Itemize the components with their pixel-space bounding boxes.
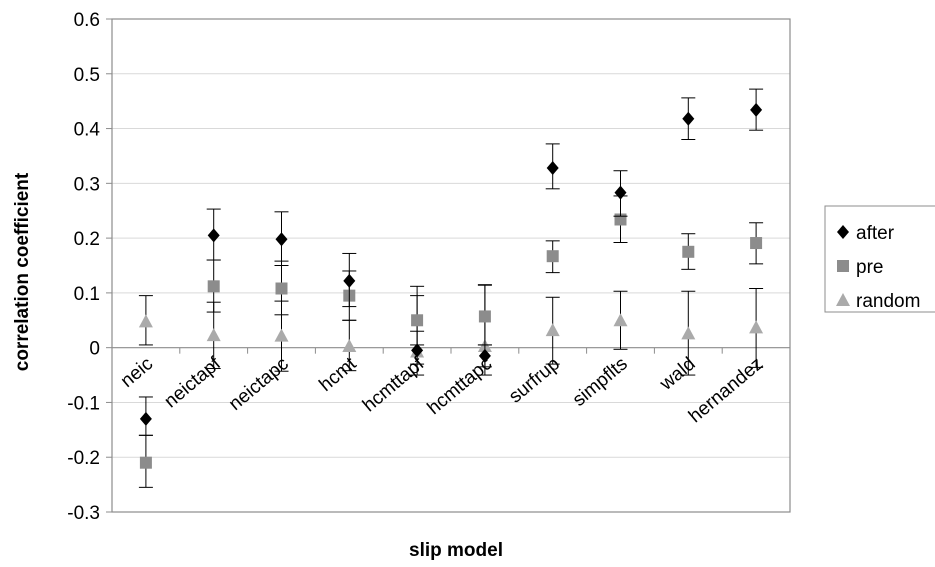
random-point <box>206 328 221 342</box>
y-tick-label: 0.4 <box>74 120 101 141</box>
y-axis-title: correlation coefficient <box>12 172 33 371</box>
y-tick-label: 0.3 <box>74 174 100 195</box>
data-series <box>138 88 764 488</box>
pre-legend-marker <box>837 260 849 272</box>
random-point <box>545 323 560 337</box>
pre-point <box>546 250 559 263</box>
category-label: neictapf <box>160 353 225 412</box>
category-labels: neic neictapf neictapc hcmthcmttapfhcmttapc… <box>117 353 767 427</box>
after-point <box>343 273 356 288</box>
legend-label: pre <box>856 257 883 278</box>
pre-point <box>207 280 220 293</box>
random-point <box>274 328 289 342</box>
y-tick-label: 0.5 <box>74 65 100 86</box>
category-label: hcmttapf <box>359 353 429 416</box>
y-tick-label: -0.1 <box>67 393 100 414</box>
pre-point <box>411 314 424 327</box>
x-axis-title: slip model <box>409 540 503 561</box>
after-point <box>750 102 763 117</box>
random-point <box>138 314 153 328</box>
series-pre <box>138 195 764 488</box>
category-label: wald <box>655 353 699 395</box>
y-tick-label: -0.2 <box>67 448 100 469</box>
category-label: neictapc <box>225 353 293 415</box>
random-point <box>749 320 764 334</box>
y-tick-label: 0 <box>89 339 100 360</box>
category-label: hcmttapc <box>424 353 497 419</box>
after-point <box>682 111 695 126</box>
y-axis-ticks: -0.3 -0.2 -0.1 0 0.1 0.2 0.3 0.4 0.5 0.6 <box>67 10 112 524</box>
pre-point <box>750 237 763 250</box>
legend-label: random <box>856 291 920 312</box>
legend-label: after <box>856 223 895 244</box>
after-point <box>207 228 220 243</box>
legend-item-after: after <box>837 223 895 244</box>
category-label: neic <box>117 353 157 391</box>
random-point <box>342 339 357 353</box>
pre-point <box>478 310 491 323</box>
y-tick-label: -0.3 <box>67 503 100 524</box>
legend-item-pre: pre <box>837 257 883 278</box>
pre-point <box>682 245 695 258</box>
category-label: hcmt <box>315 353 361 396</box>
after-point <box>546 160 559 175</box>
legend-item-random: random <box>836 291 920 312</box>
random-legend-marker <box>836 293 850 306</box>
category-label: surfrup <box>505 353 564 407</box>
plot-area-frame <box>111 18 791 513</box>
after-point <box>275 232 288 247</box>
after-point <box>411 343 424 358</box>
random-point <box>613 313 628 327</box>
after-legend-marker <box>837 225 849 239</box>
y-tick-label: 0.6 <box>74 10 100 31</box>
y-tick-label: 0.1 <box>74 284 100 305</box>
legend: after pre random <box>824 205 935 313</box>
series-after <box>138 88 764 436</box>
category-label: hernandez <box>685 353 767 427</box>
after-point <box>139 411 152 426</box>
pre-point <box>275 282 288 295</box>
series-random <box>138 284 764 376</box>
gridlines <box>111 73 791 458</box>
random-point <box>681 326 696 340</box>
y-tick-label: 0.2 <box>74 229 100 250</box>
pre-point <box>139 456 152 469</box>
after-point <box>614 185 627 200</box>
after-point <box>478 348 491 363</box>
